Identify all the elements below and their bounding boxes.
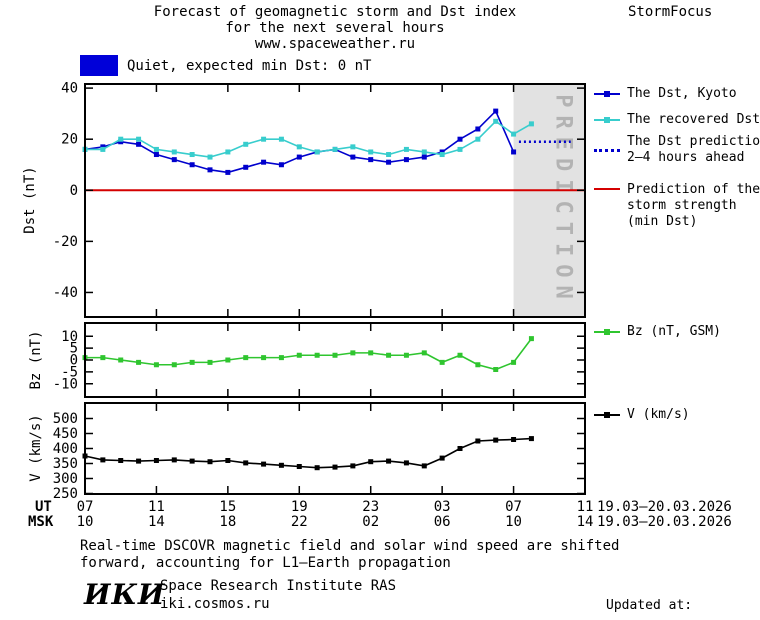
ut-tick: 11 (576, 499, 594, 515)
legend-storm-strength: Prediction of the storm strength (min Ds… (594, 182, 760, 230)
footnote: Real-time DSCOVR magnetic field and sola… (80, 538, 619, 572)
institute-site: iki.cosmos.ru (160, 596, 270, 612)
ut-tick: 07 (505, 499, 522, 515)
msk-tick: 06 (433, 514, 451, 530)
bz-ytick: -10 (53, 376, 78, 392)
legend-label-recovered: The recovered Dst (627, 112, 760, 127)
updated-block: Updated at: UT 07:05, 20.03.2026 MSK 10:… (606, 566, 760, 620)
ut-tick: 03 (433, 499, 451, 515)
legend-recovered-dst: The recovered Dst (594, 112, 760, 128)
quiet-status-color-box (80, 55, 118, 76)
bz-axis-label: Bz (nT) (28, 330, 44, 390)
prediction-region-label: PREDICTION (550, 94, 575, 306)
dst-ytick: -40 (53, 285, 78, 301)
prediction-dotted-line-sample (594, 148, 620, 152)
v-ytick: 450 (53, 426, 78, 442)
legend-dst-prediction: The Dst prediction 2–4 hours ahead (594, 134, 760, 166)
ut-tick: 15 (219, 499, 237, 515)
msk-tick: 10 (76, 514, 94, 530)
msk-tick: 18 (219, 514, 237, 530)
v-ytick: 250 (53, 486, 78, 502)
v-ytick: 300 (53, 471, 78, 487)
bz-ytick: 5 (70, 341, 78, 357)
v-ytick: 400 (53, 441, 78, 457)
legend-bz: Bz (nT, GSM) (594, 324, 721, 340)
legend-label-dst-kyoto: The Dst, Kyoto (627, 86, 737, 101)
msk-tick: 22 (290, 514, 308, 530)
institute-name: Space Research Institute RAS (160, 578, 397, 594)
title-block: Forecast of geomagnetic storm and Dst in… (85, 4, 585, 52)
ut-tick: 11 (147, 499, 165, 515)
v-ytick: 350 (53, 456, 78, 472)
ut-row-label: UT (35, 499, 52, 515)
msk-row-label: MSK (28, 514, 54, 530)
msk-tick: 10 (505, 514, 522, 530)
recovered-marker (604, 117, 610, 123)
bz-marker (604, 329, 610, 335)
dst-axis-label: Dst (nT) (22, 166, 38, 234)
dst-ytick: 40 (61, 81, 78, 97)
status-row: Quiet, expected min Dst: 0 nT (80, 55, 371, 76)
dst-chart: PREDICTION -40 -20 0 20 40 (53, 81, 586, 318)
bz-ytick: 10 (61, 329, 78, 345)
footnote-line1: Real-time DSCOVR magnetic field and sola… (80, 538, 620, 554)
dst-ytick: -20 (53, 234, 78, 250)
quiet-status-label: Quiet, expected min Dst: 0 nT (127, 57, 372, 74)
ut-date-range: 19.03–20.03.2026 (597, 499, 732, 515)
dst-kyoto-line-sample (594, 91, 620, 97)
legend-label-storm-2: storm strength (627, 198, 737, 213)
brand-stormfocus: StormFocus (628, 4, 713, 20)
msk-tick: 02 (362, 514, 380, 530)
v-axis-label: V (km/s) (28, 414, 44, 482)
v-marker (604, 412, 610, 418)
page-title: Forecast of geomagnetic storm and Dst in… (153, 4, 517, 20)
bz-ytick: 0 (70, 353, 78, 369)
iki-logo: ИКИ (84, 578, 166, 611)
msk-date-range: 19.03–20.03.2026 (597, 514, 732, 530)
msk-tick: 14 (147, 514, 165, 530)
bz-ytick: -5 (61, 364, 78, 380)
footnote-line2: forward, accounting for L1–Earth propaga… (80, 555, 451, 571)
msk-tick: 14 (576, 514, 594, 530)
v-ytick: 500 (53, 411, 78, 427)
legend-v: V (km/s) (594, 407, 690, 423)
updated-label: Updated at: (606, 598, 693, 613)
ut-tick: 19 (290, 499, 308, 515)
legend-label-prediction-1: The Dst prediction (627, 134, 760, 149)
v-line-sample (594, 412, 620, 418)
legend-dst-kyoto: The Dst, Kyoto (594, 86, 737, 102)
legend-label-v: V (km/s) (627, 407, 690, 422)
storm-strength-line-sample (594, 188, 620, 190)
bz-line-sample (594, 329, 620, 335)
legend-label-bz: Bz (nT, GSM) (627, 324, 721, 339)
ut-tick: 23 (362, 499, 380, 515)
recovered-line-sample (594, 117, 620, 123)
legend-label-storm-3: (min Dst) (627, 214, 698, 229)
page-subtitle: for the next several hours (225, 20, 445, 36)
legend-label-prediction-2: 2–4 hours ahead (627, 150, 745, 165)
dst-ytick: 0 (70, 183, 78, 199)
dst-ytick: 20 (61, 132, 78, 148)
legend-label-storm-1: Prediction of the (627, 182, 760, 197)
dst-kyoto-marker (604, 91, 610, 97)
site-url: www.spaceweather.ru (254, 36, 416, 52)
ut-tick: 07 (76, 499, 94, 515)
